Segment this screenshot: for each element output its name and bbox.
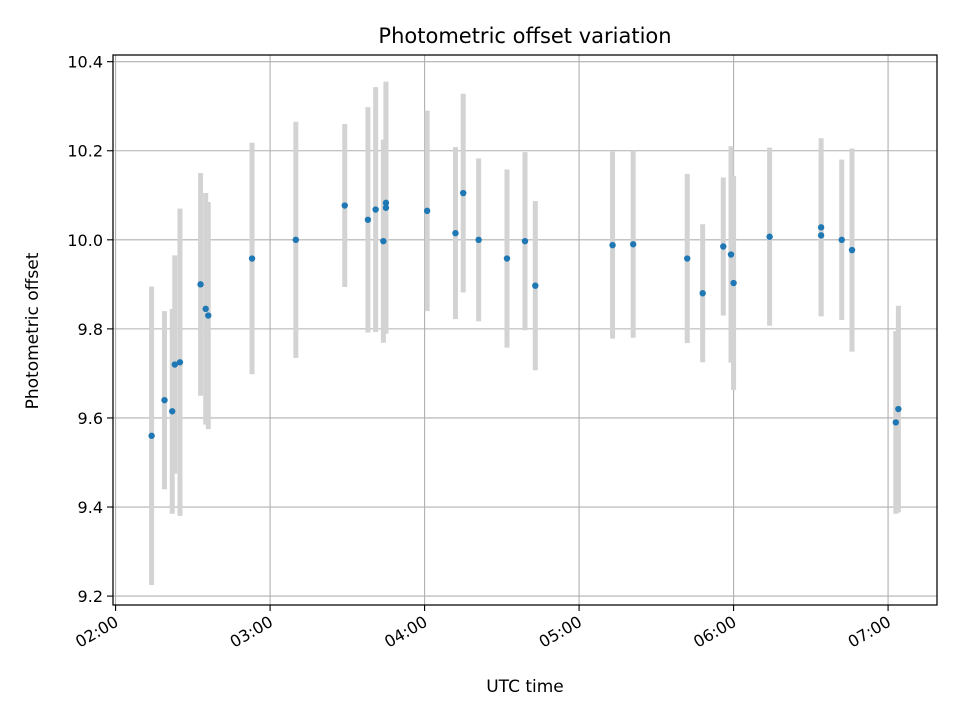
data-point [161, 396, 168, 404]
chart-title: Photometric offset variation [378, 24, 671, 48]
y-tick-label: 10.2 [67, 142, 103, 161]
data-point [380, 237, 387, 245]
y-tick-label: 10.4 [67, 53, 103, 72]
data-points [148, 189, 902, 439]
data-point [848, 246, 856, 254]
data-point [452, 229, 459, 237]
data-point [629, 241, 637, 248]
y-tick-label: 9.2 [78, 587, 103, 606]
x-axis-title: UTC time [486, 677, 564, 697]
data-point [892, 419, 899, 426]
y-axis-title: Photometric offset [23, 252, 43, 409]
data-point [382, 204, 390, 211]
data-point [248, 255, 256, 262]
data-point [503, 255, 511, 262]
data-point [382, 199, 390, 207]
data-point [292, 236, 300, 244]
data-point [532, 282, 539, 289]
data-point [609, 241, 616, 249]
data-point [475, 236, 482, 244]
y-tick-label: 9.4 [78, 498, 103, 517]
data-point [817, 232, 825, 239]
data-point [148, 432, 155, 439]
plot-frame [112, 54, 938, 606]
y-tick-label: 10.0 [67, 231, 103, 250]
data-point [766, 233, 773, 240]
data-point [169, 408, 176, 415]
data-point [460, 189, 467, 197]
data-point [521, 237, 529, 245]
data-point [684, 255, 691, 262]
data-point [202, 305, 209, 313]
data-point [364, 216, 372, 223]
data-point [895, 405, 902, 413]
data-point [838, 236, 845, 244]
data-point [727, 251, 735, 258]
data-point [699, 290, 706, 297]
data-point [372, 206, 379, 213]
y-tick-label: 9.8 [78, 320, 103, 339]
data-point [817, 224, 825, 231]
data-point [205, 312, 212, 319]
data-point [171, 361, 178, 368]
data-point [176, 359, 184, 366]
data-point [423, 207, 431, 215]
data-point [197, 281, 204, 288]
data-point [341, 202, 348, 209]
data-point [730, 279, 737, 287]
data-point [720, 243, 727, 250]
y-tick-label: 9.6 [78, 409, 103, 428]
y-axis-ticks: 9.2 9.4 9.6 9.8 10.0 10.2 10.4 [67, 53, 113, 606]
